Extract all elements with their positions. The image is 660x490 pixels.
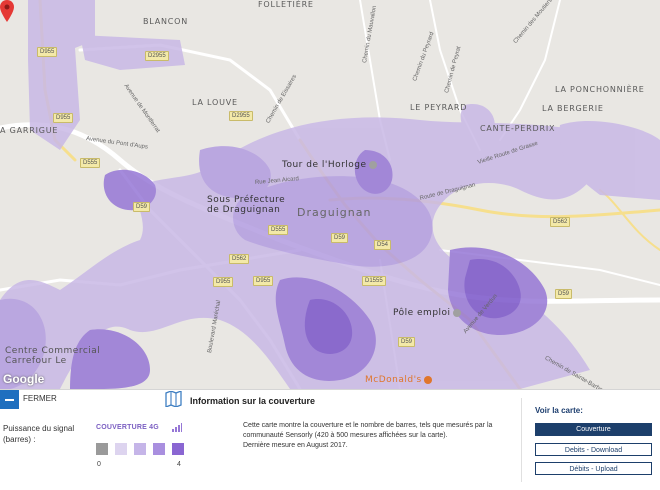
road-label: D555 bbox=[268, 225, 289, 235]
office-icon bbox=[452, 308, 461, 317]
view-upload-button[interactable]: Débits - Upload bbox=[535, 462, 652, 475]
landmark-icon bbox=[368, 160, 377, 169]
poi-sous-prefecture-label-1: Sous Préfecture bbox=[207, 195, 286, 205]
place-garrigue: A GARRIGUE bbox=[0, 126, 59, 135]
place-la-bergerie: LA BERGERIE bbox=[542, 104, 604, 113]
poi-sous-prefecture[interactable]: Sous Préfecture de Draguignan bbox=[207, 195, 285, 215]
info-text-paragraph: Cette carte montre la couverture et le n… bbox=[243, 422, 493, 439]
road-label: D555 bbox=[80, 158, 101, 168]
poi-mcdonalds-label: McDonald's bbox=[365, 375, 422, 385]
map-info-icon bbox=[165, 391, 182, 407]
road-label: D59 bbox=[133, 202, 151, 212]
road-label: D2955 bbox=[145, 51, 169, 61]
signal-bars-icon bbox=[172, 423, 182, 432]
poi-tour-horloge[interactable]: Tour de l'Horloge bbox=[282, 160, 377, 170]
legend-swatch-0 bbox=[96, 443, 108, 455]
road-label: D955 bbox=[53, 113, 74, 123]
coverage-map[interactable]: FOLLETIÈRE BLANCON LA LOUVE LE PEYRARD L… bbox=[0, 0, 660, 389]
poi-centre-commercial-label-2: Carrefour Le bbox=[5, 356, 67, 366]
poi-pole-emploi-label: Pôle emploi bbox=[393, 308, 451, 318]
poi-pole-emploi[interactable]: Pôle emploi bbox=[393, 308, 461, 318]
road-label: D955 bbox=[253, 276, 274, 286]
legend-swatch-2 bbox=[134, 443, 146, 455]
poi-mcdonalds[interactable]: McDonald's bbox=[365, 375, 432, 385]
info-panel: FERMER Puissance du signal (barres) : CO… bbox=[0, 389, 660, 490]
place-blancon: BLANCON bbox=[143, 17, 189, 26]
view-map-title: Voir la carte: bbox=[535, 406, 583, 415]
divider bbox=[521, 398, 522, 482]
legend-swatch-1 bbox=[115, 443, 127, 455]
road-label: D54 bbox=[374, 240, 392, 250]
info-text-last-measure: Dernière mesure en August 2017. bbox=[243, 442, 348, 449]
poi-tour-horloge-label: Tour de l'Horloge bbox=[282, 160, 367, 170]
road-label: D1555 bbox=[362, 276, 386, 286]
info-description: Cette carte montre la couverture et le n… bbox=[243, 421, 518, 451]
close-panel-button[interactable] bbox=[0, 390, 19, 409]
road-label: D59 bbox=[398, 337, 416, 347]
legend-min-label: 0 bbox=[97, 461, 101, 468]
poi-centre-commercial-label-1: Centre Commercial bbox=[5, 346, 101, 356]
poi-centre-commercial[interactable]: Centre Commercial Carrefour Le bbox=[5, 346, 100, 366]
place-folletiere: FOLLETIÈRE bbox=[258, 0, 314, 9]
view-download-button[interactable]: Debits - Download bbox=[535, 443, 652, 456]
place-cante-perdrix: CANTE-PERDRIX bbox=[480, 124, 556, 133]
coverage-overlay bbox=[0, 0, 660, 389]
legend-label: Puissance du signal (barres) : bbox=[3, 424, 75, 444]
map-canvas[interactable] bbox=[0, 0, 660, 389]
road-label: D955 bbox=[213, 277, 234, 287]
place-le-peyrard: LE PEYRARD bbox=[410, 103, 468, 112]
info-title: Information sur la couverture bbox=[190, 396, 316, 406]
location-marker-icon[interactable] bbox=[0, 0, 14, 22]
legend-title: COUVERTURE 4G bbox=[96, 424, 159, 431]
road-label: D2955 bbox=[229, 111, 253, 121]
road-label: D562 bbox=[229, 254, 250, 264]
legend-swatch-4 bbox=[172, 443, 184, 455]
view-coverage-button[interactable]: Couverture bbox=[535, 423, 652, 436]
restaurant-icon bbox=[423, 375, 432, 384]
google-logo: Google bbox=[3, 372, 45, 386]
place-draguignan: Draguignan bbox=[297, 206, 372, 219]
legend-max-label: 4 bbox=[177, 461, 181, 468]
place-la-ponchonniere: LA PONCHONNIÈRE bbox=[555, 85, 645, 94]
road-label: D59 bbox=[331, 233, 349, 243]
legend-swatch-3 bbox=[153, 443, 165, 455]
road-label: D955 bbox=[37, 47, 58, 57]
close-panel-label[interactable]: FERMER bbox=[23, 394, 57, 403]
place-la-louve: LA LOUVE bbox=[192, 98, 238, 107]
road-label: D562 bbox=[550, 217, 571, 227]
road-label: D59 bbox=[555, 289, 573, 299]
poi-sous-prefecture-label-2: de Draguignan bbox=[207, 205, 281, 215]
